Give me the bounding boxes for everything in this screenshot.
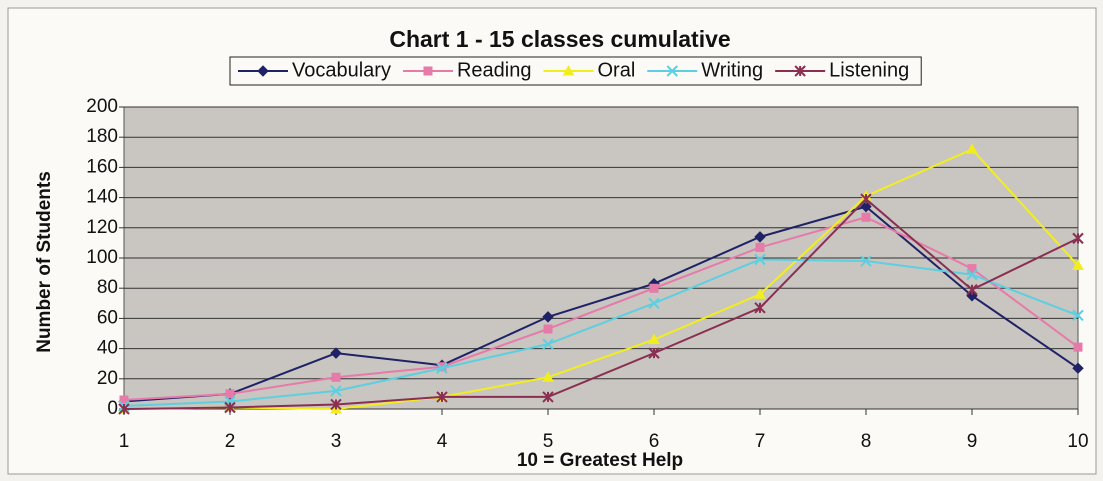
chart-title: Chart 1 - 15 classes cumulative — [389, 26, 730, 52]
marker — [542, 391, 554, 403]
y-tick-label: 60 — [97, 307, 118, 328]
y-tick-label: 100 — [86, 247, 118, 268]
x-tick-label: 4 — [437, 431, 448, 452]
y-tick-label: 20 — [97, 368, 118, 389]
marker — [224, 401, 236, 414]
marker — [648, 333, 660, 345]
y-tick-label: 120 — [86, 217, 118, 238]
y-tick-label: 180 — [86, 126, 118, 147]
x-tick-label: 6 — [649, 431, 660, 452]
marker — [860, 193, 872, 205]
marker — [648, 347, 660, 359]
marker — [542, 338, 554, 350]
marker — [966, 268, 978, 281]
marker — [1072, 362, 1084, 374]
marker — [257, 65, 269, 77]
marker — [423, 66, 433, 76]
marker — [754, 253, 766, 266]
x-tick-label: 9 — [967, 431, 978, 452]
y-tick-label: 140 — [86, 187, 118, 208]
marker — [1073, 342, 1083, 352]
marker — [1072, 309, 1084, 322]
marker — [860, 255, 872, 267]
marker — [542, 311, 554, 323]
series-line — [123, 205, 1079, 403]
marker — [966, 284, 978, 296]
marker — [1072, 232, 1084, 245]
series-line — [123, 148, 1079, 411]
marker — [436, 391, 448, 403]
x-tick-label: 7 — [755, 431, 766, 452]
x-tick-label: 1 — [119, 431, 130, 452]
marker — [330, 347, 342, 359]
marker — [1072, 259, 1084, 271]
marker — [542, 371, 554, 382]
x-tick-label: 10 — [1067, 431, 1088, 452]
x-tick-label: 5 — [543, 431, 554, 452]
marker — [754, 302, 766, 314]
marker — [860, 200, 872, 213]
marker — [225, 389, 235, 399]
y-tick-label: 80 — [97, 277, 118, 298]
x-tick-label: 2 — [225, 431, 236, 452]
y-tick-label: 160 — [86, 156, 118, 177]
marker — [436, 362, 448, 374]
marker — [755, 242, 765, 252]
legend-label: Writing — [701, 59, 763, 81]
legend-label: Reading — [457, 59, 532, 81]
marker — [543, 324, 553, 334]
marker — [330, 398, 342, 411]
x-tick-label: 3 — [331, 431, 342, 452]
series-line — [123, 216, 1079, 401]
legend-label: Vocabulary — [292, 59, 391, 81]
marker — [794, 65, 806, 77]
x-axis-label: 10 = Greatest Help — [517, 450, 683, 471]
y-tick-label: 200 — [86, 96, 118, 117]
legend-label: Listening — [829, 59, 909, 81]
marker — [649, 283, 659, 293]
marker — [966, 143, 978, 154]
y-axis-label: Number of Students — [34, 171, 55, 353]
y-tick-label: 40 — [97, 338, 118, 359]
legend-label: Oral — [597, 59, 635, 81]
marker — [330, 385, 342, 397]
marker — [118, 403, 130, 415]
x-tick-label: 8 — [861, 431, 872, 452]
series-line — [123, 258, 1079, 407]
marker — [754, 231, 766, 243]
marker — [861, 212, 871, 222]
marker — [562, 64, 575, 76]
series-line — [123, 197, 1079, 410]
marker — [331, 372, 341, 382]
y-tick-label: 0 — [107, 398, 118, 419]
marker — [666, 65, 678, 77]
marker — [648, 297, 660, 310]
marker — [754, 288, 766, 299]
